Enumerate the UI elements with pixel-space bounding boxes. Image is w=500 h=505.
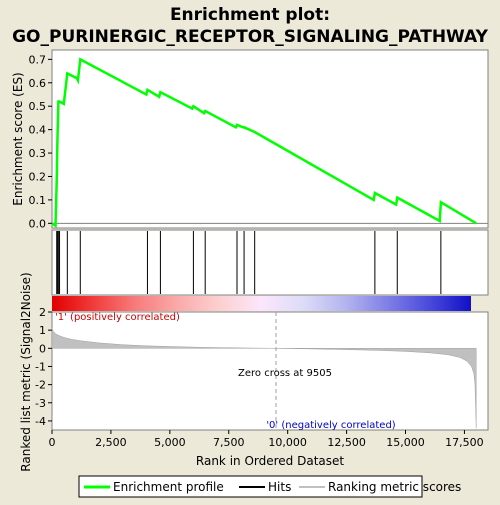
hits-panel (51, 229, 489, 296)
es-y-axis-label: Enrichment score (ES) (11, 72, 25, 205)
es-y-tick-label: 0.4 (29, 124, 47, 137)
metric-x-tick-label: 5,000 (154, 436, 186, 449)
metric-x-axis-label: Rank in Ordered Dataset (196, 454, 344, 468)
zero-cross-label: Zero cross at 9505 (238, 368, 332, 379)
metric-x-tick-label: 17,500 (445, 436, 484, 449)
legend-label-enrichment: Enrichment profile (113, 480, 224, 494)
es-y-tick-label: 0.0 (29, 217, 47, 230)
legend-item-enrichment-profile: Enrichment profile (84, 480, 224, 494)
es-y-tick-label: 0.2 (29, 170, 47, 183)
es-y-tick-label: 0.6 (29, 77, 47, 90)
chart-title-line1: Enrichment plot: (170, 5, 330, 25)
metric-x-tick-label: 2,500 (95, 436, 127, 449)
metric-y-tick-label: -4 (35, 415, 46, 428)
legend-item-hits: Hits (239, 480, 291, 494)
es-y-axis: 0.0 0.1 0.2 0.3 0.4 0.5 0.6 0.7 (29, 53, 52, 230)
metric-y-tick-label: 1 (39, 324, 46, 337)
metric-panel (51, 311, 489, 431)
metric-x-tick-label: 12,500 (327, 436, 366, 449)
metric-y-tick-label: -1 (35, 360, 46, 373)
es-y-tick-label: 0.3 (29, 147, 47, 160)
ranked-list-heatbar (52, 296, 471, 311)
legend-label-ranking: Ranking metric scores (328, 480, 461, 494)
legend-item-ranking-metric: Ranking metric scores (299, 480, 461, 494)
es-y-tick-label: 0.5 (29, 100, 47, 113)
es-panel (51, 49, 489, 229)
metric-y-axis-label: Ranked list metric (Signal2Noise) (19, 272, 33, 471)
metric-y-tick-label: -3 (35, 397, 46, 410)
metric-x-axis: 0 2,500 5,000 7,500 10,000 12,500 15,000 17,500 (49, 430, 484, 449)
enrichment-profile-line (51, 57, 477, 229)
chart-title-line2: GO_PURINERGIC_RECEPTOR_SIGNALING_PATHWAY (12, 27, 488, 47)
metric-x-tick-label: 15,000 (386, 436, 425, 449)
metric-x-tick-label: 7,500 (213, 436, 245, 449)
legend-label-hits: Hits (268, 480, 291, 494)
metric-y-axis: 2 1 0 -1 -2 -3 -4 (35, 306, 52, 428)
metric-y-tick-label: 2 (39, 306, 46, 319)
es-y-tick-label: 0.7 (29, 53, 47, 66)
es-y-tick-label: 0.1 (29, 194, 47, 207)
positive-correlation-label: '1' (positively correlated) (55, 312, 180, 323)
metric-x-tick-label: 10,000 (268, 436, 307, 449)
metric-y-tick-label: -2 (35, 379, 46, 392)
negative-correlation-label: '0' (negatively correlated) (266, 420, 395, 431)
metric-x-tick-label: 0 (49, 436, 56, 449)
hits-group (56, 231, 442, 294)
metric-y-tick-label: 0 (39, 342, 46, 355)
